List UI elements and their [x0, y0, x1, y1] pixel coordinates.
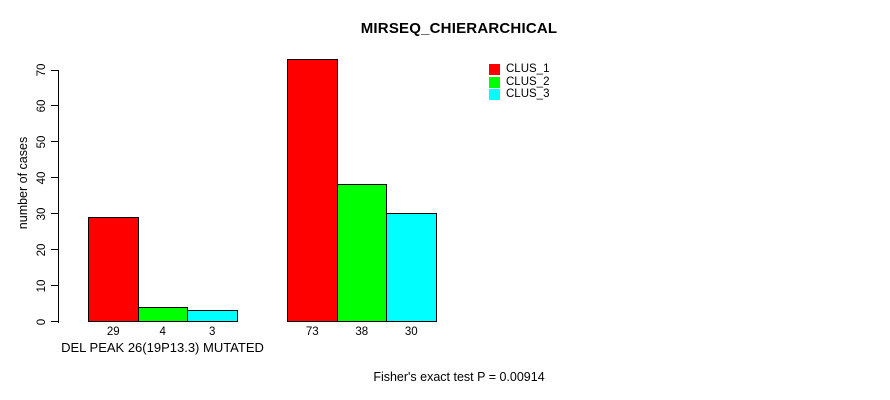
legend: CLUS_1 CLUS_2 CLUS_3 — [489, 63, 549, 101]
x-axis-group-label: DEL PEAK 26(19P13.3) MUTATED — [61, 340, 264, 355]
y-axis-tick-label: 10 — [36, 279, 48, 292]
y-axis-tick — [51, 285, 58, 287]
legend-swatch-icon — [489, 63, 500, 75]
y-axis-tick-label: 70 — [36, 63, 48, 77]
legend-item-clus_3: CLUS_3 — [489, 88, 549, 101]
y-axis-line — [58, 70, 59, 323]
y-axis-tick-label: 40 — [36, 171, 48, 185]
legend-swatch-icon — [489, 89, 500, 101]
y-axis-tick — [51, 141, 58, 143]
bar-clus_1-group1 — [88, 216, 139, 322]
y-axis-tick — [51, 69, 58, 71]
legend-item-clus_2: CLUS_2 — [489, 76, 549, 89]
bar-clus_3-group2 — [386, 213, 437, 322]
bar-clus_2-group2 — [336, 184, 387, 322]
bar-value-label: 38 — [355, 325, 369, 338]
legend-item-label: CLUS_1 — [506, 62, 550, 75]
y-axis-tick — [51, 213, 58, 215]
bar-clus_3-group1 — [187, 310, 238, 322]
legend-item-label: CLUS_2 — [506, 75, 550, 88]
y-axis-tick-label: 50 — [36, 135, 48, 149]
fisher-test-annotation: Fisher's exact test P = 0.00914 — [373, 370, 545, 384]
y-axis-tick — [51, 321, 58, 322]
bar-value-label: 29 — [106, 325, 120, 338]
legend-swatch-icon — [489, 76, 500, 88]
y-axis-tick — [51, 249, 58, 251]
y-axis-tick-label: 20 — [36, 243, 48, 257]
bar-value-label: 30 — [404, 325, 418, 338]
y-axis-tick-label: 60 — [36, 99, 48, 113]
y-axis-tick — [51, 105, 58, 107]
chart-title: MIRSEQ_CHIERARCHICAL — [360, 20, 558, 37]
legend-item-clus_1: CLUS_1 — [489, 63, 549, 76]
y-axis-tick — [51, 177, 58, 179]
y-axis-tick-label: 0 — [36, 318, 48, 325]
y-axis-label: number of cases — [16, 136, 30, 230]
bar-value-label: 3 — [209, 325, 216, 338]
bar-clus_1-group2 — [287, 58, 338, 322]
y-axis-tick-label: 30 — [36, 207, 48, 221]
legend-item-label: CLUS_3 — [506, 88, 550, 101]
bar-value-label: 73 — [305, 325, 319, 338]
bar-clus_2-group1 — [137, 306, 188, 322]
bar-value-label: 4 — [159, 325, 166, 338]
